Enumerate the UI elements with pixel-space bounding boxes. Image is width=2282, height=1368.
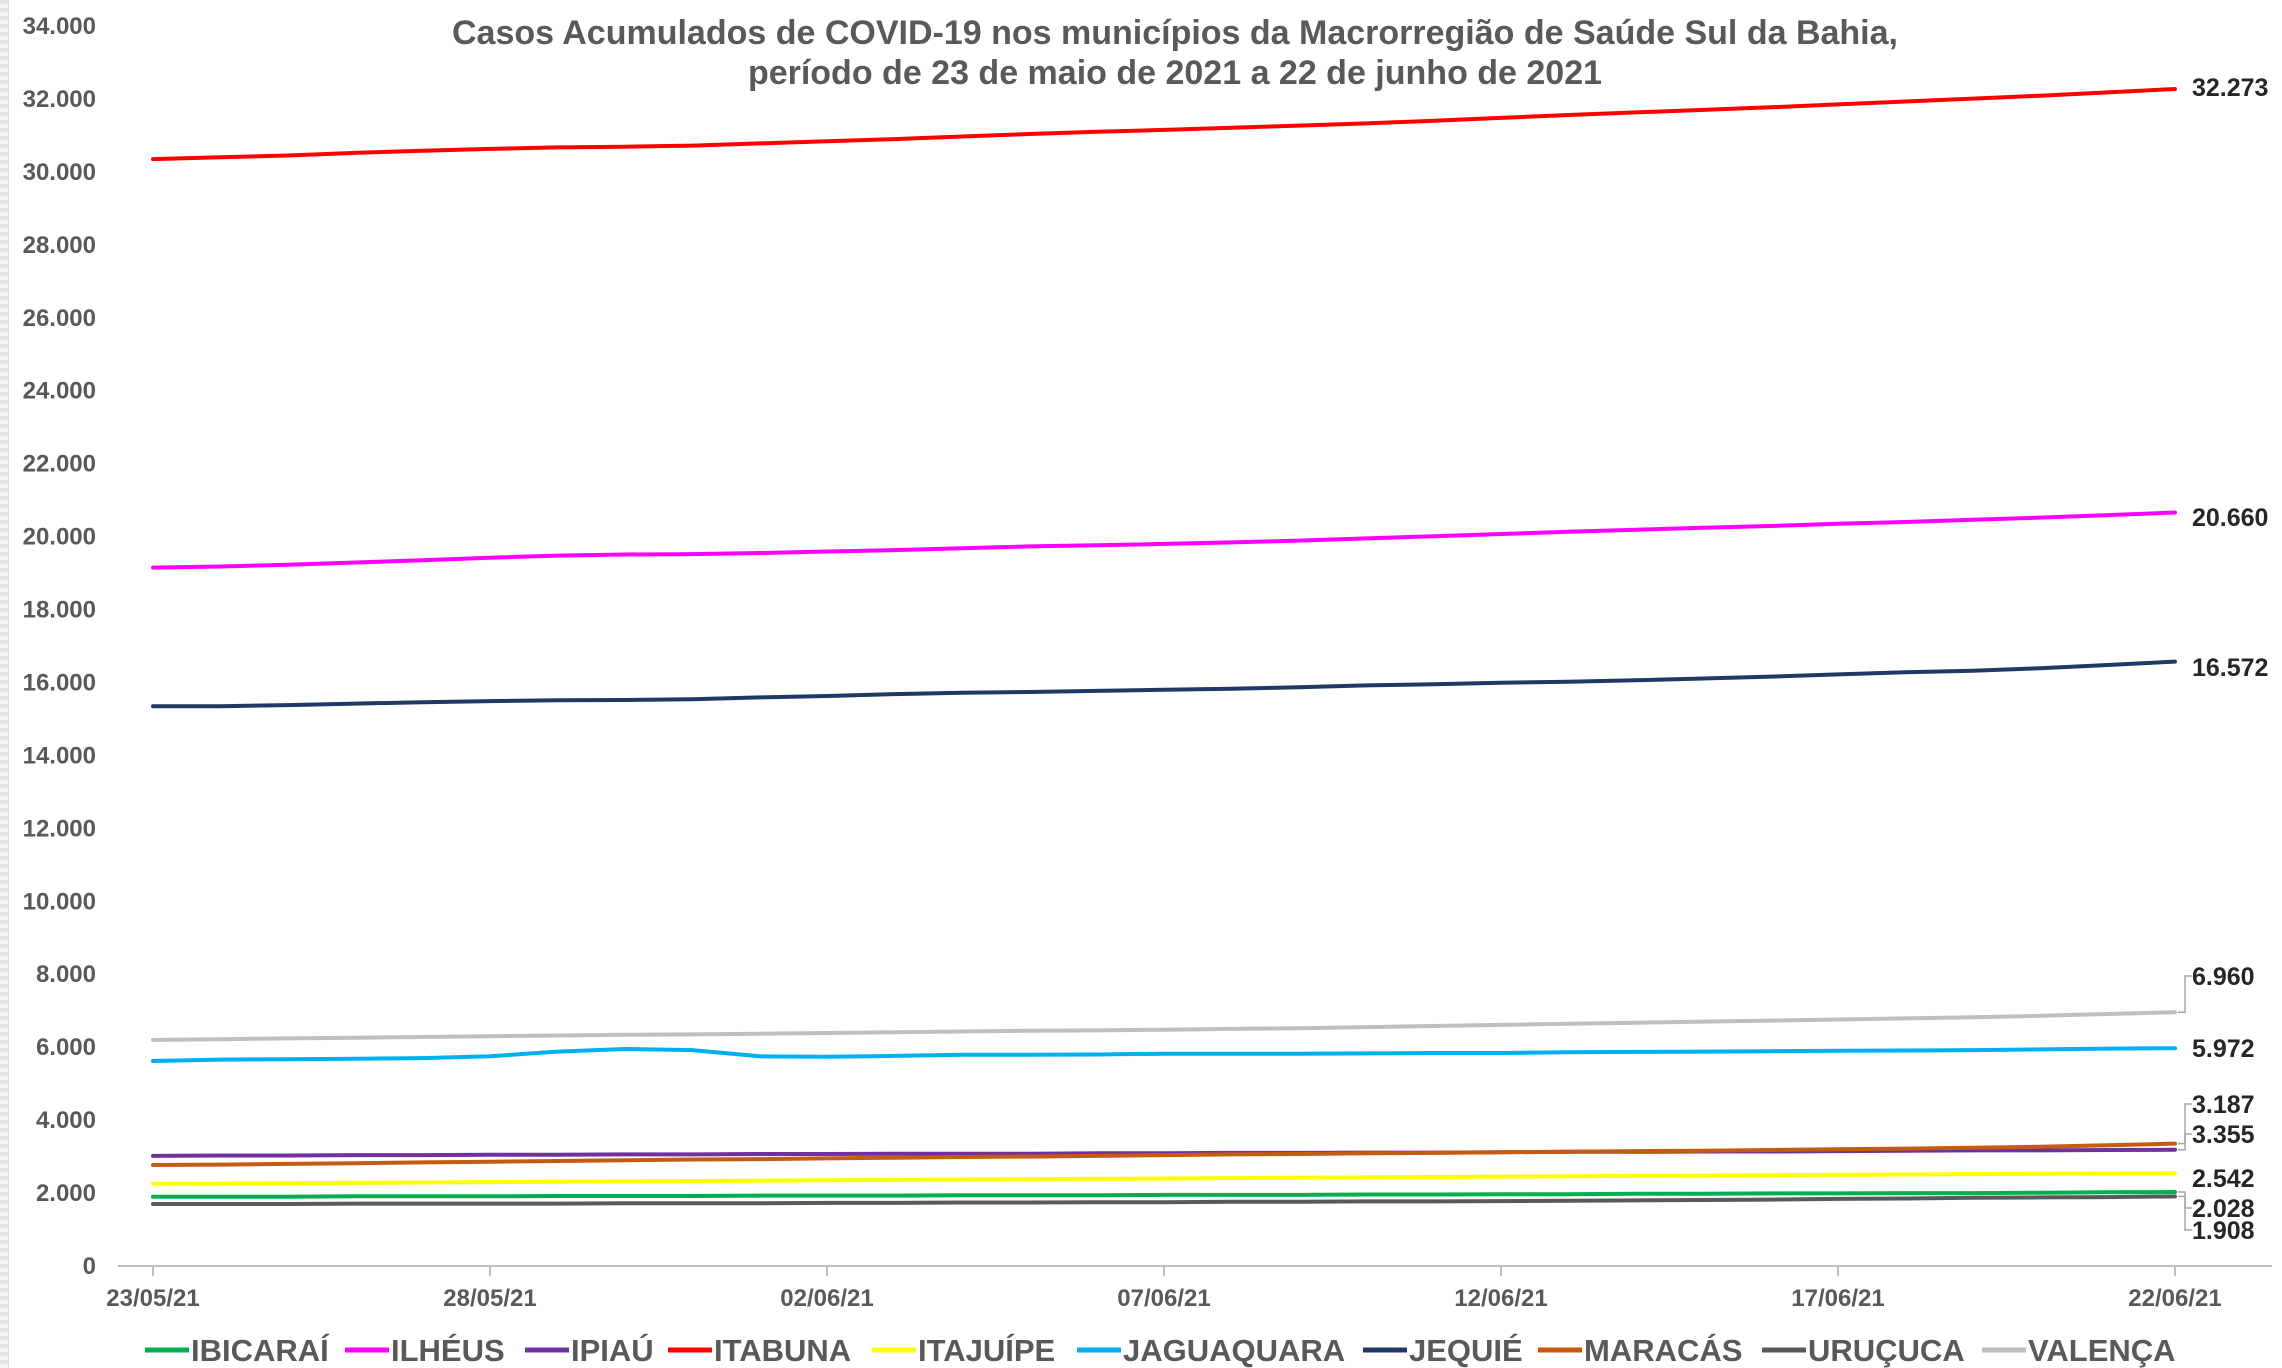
series-line-itabuna — [151, 87, 2177, 162]
legend-label: JEQUIÉ — [1409, 1333, 1523, 1368]
end-label-maracas: 3.355 — [2192, 1121, 2255, 1149]
legend-label: URUÇUCA — [1808, 1333, 1965, 1368]
series-layer — [151, 87, 2177, 1206]
label-leader-line — [2178, 1103, 2192, 1151]
y-tick-label: 10.000 — [23, 888, 96, 915]
legend-label: ITABUNA — [714, 1333, 851, 1368]
y-tick-label: 26.000 — [23, 305, 96, 332]
series-line-maracas — [151, 1141, 2177, 1167]
y-tick-label: 18.000 — [23, 597, 96, 624]
y-tick-label: 16.000 — [23, 669, 96, 696]
x-tick-label: 07/06/21 — [1117, 1285, 1210, 1312]
y-tick-label: 12.000 — [23, 815, 96, 842]
end-label-valenca: 6.960 — [2192, 963, 2255, 991]
legend-item-maracas: MARACÁS — [1538, 1333, 1742, 1368]
label-leader-line — [2178, 1133, 2192, 1145]
y-tick-label: 28.000 — [23, 232, 96, 259]
series-line-valenca — [151, 1010, 2177, 1042]
legend-label: ILHÉUS — [391, 1333, 505, 1368]
y-axis: 0 2.000 4.000 6.000 8.000 10.000 12.000 14.000 1… — [23, 13, 96, 1280]
legend-item-urucuca: URUÇUCA — [1762, 1333, 1965, 1368]
chart-title: Casos Acumulados de COVID-19 nos municíp… — [452, 14, 1898, 52]
x-tick-label: 12/06/21 — [1454, 1285, 1547, 1312]
end-label-urucuca: 1.908 — [2192, 1217, 2255, 1245]
end-label-jequie: 16.572 — [2192, 654, 2268, 682]
y-tick-label: 0 — [83, 1253, 96, 1280]
label-leader-line — [2178, 975, 2192, 1013]
label-leader-line — [2178, 1195, 2192, 1231]
y-tick-label: 4.000 — [36, 1107, 96, 1134]
series-line-jequie — [151, 659, 2177, 709]
y-tick-label: 8.000 — [36, 961, 96, 988]
chart-subtitle: período de 23 de maio de 2021 a 22 de ju… — [748, 54, 1602, 92]
series-line-ibicarai — [151, 1190, 2177, 1199]
legend-item-jaguaquara: JAGUAQUARA — [1077, 1333, 1345, 1368]
legend-label: IBICARAÍ — [191, 1333, 330, 1368]
series-line-jaguaquara — [151, 1046, 2177, 1063]
y-tick-label: 14.000 — [23, 742, 96, 769]
end-label-itajuipe: 2.542 — [2192, 1165, 2255, 1193]
legend-label: MARACÁS — [1584, 1333, 1742, 1368]
y-tick-label: 6.000 — [36, 1034, 96, 1061]
legend-item-ilheus: ILHÉUS — [345, 1333, 505, 1368]
legend-item-ibicarai: IBICARAÍ — [145, 1333, 330, 1368]
x-axis: 23/05/21 28/05/21 02/06/21 07/06/21 12/06/21… — [106, 1265, 2272, 1312]
end-label-ilheus: 20.660 — [2192, 504, 2268, 532]
series-line-itajuipe — [151, 1171, 2177, 1186]
x-tick-label: 02/06/21 — [780, 1285, 873, 1312]
series-line-ilheus — [151, 510, 2177, 570]
legend-label: IPIAÚ — [571, 1332, 654, 1368]
y-tick-label: 24.000 — [23, 378, 96, 405]
x-tick-label: 17/06/21 — [1791, 1285, 1884, 1312]
y-tick-label: 22.000 — [23, 451, 96, 478]
legend-label: ITAJUÍPE — [918, 1333, 1055, 1368]
end-label-ipiau: 3.187 — [2192, 1091, 2255, 1119]
x-tick-label: 28/05/21 — [443, 1285, 536, 1312]
y-tick-label: 2.000 — [36, 1180, 96, 1207]
y-tick-label: 34.000 — [23, 13, 96, 40]
y-tick-label: 32.000 — [23, 86, 96, 113]
legend-item-itajuipe: ITAJUÍPE — [872, 1333, 1055, 1368]
y-tick-label: 20.000 — [23, 524, 96, 551]
series-line-urucuca — [151, 1194, 2177, 1206]
end-label-ibicarai: 2.028 — [2192, 1195, 2255, 1223]
legend-item-itabuna: ITABUNA — [668, 1333, 851, 1368]
legend-item-jequie: JEQUIÉ — [1363, 1333, 1523, 1368]
window-left-edge — [0, 0, 9, 1368]
end-label-itabuna: 32.273 — [2192, 74, 2268, 102]
y-tick-label: 30.000 — [23, 159, 96, 186]
legend-item-ipiau: IPIAÚ — [525, 1332, 654, 1368]
legend: IBICARAÍ ILHÉUS IPIAÚ ITABUNA ITAJUÍPE JAGUAQ… — [145, 1332, 2176, 1368]
legend-label: JAGUAQUARA — [1123, 1333, 1345, 1368]
x-tick-label: 23/05/21 — [106, 1285, 199, 1312]
legend-item-valenca: VALENÇA — [1982, 1333, 2176, 1368]
x-tick-label: 22/06/21 — [2128, 1285, 2221, 1312]
legend-label: VALENÇA — [2028, 1333, 2176, 1368]
end-label-jaguaquara: 5.972 — [2192, 1035, 2255, 1063]
